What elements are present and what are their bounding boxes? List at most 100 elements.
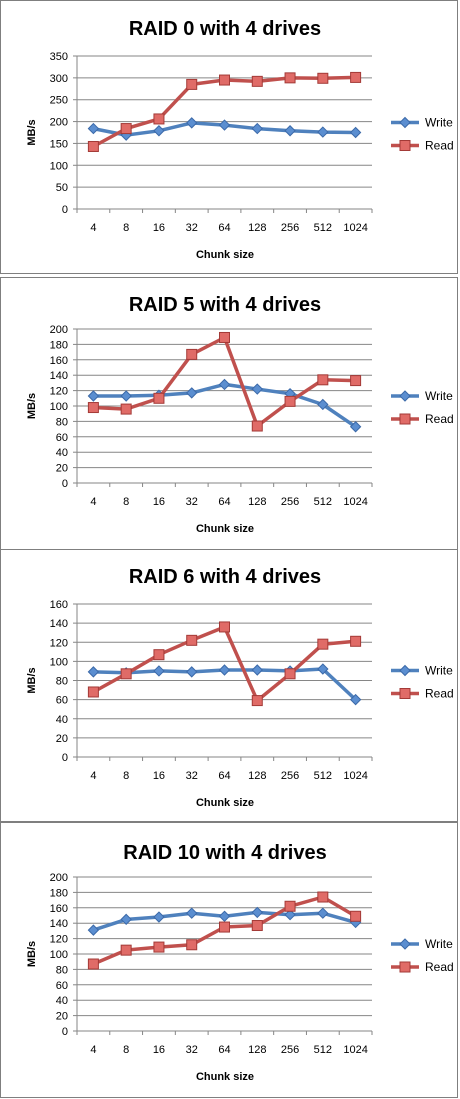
series-line-read	[91, 625, 358, 703]
data-point-read	[284, 900, 296, 912]
y-tick-label: 0	[62, 752, 68, 764]
x-tick-label: 4	[90, 1044, 96, 1056]
legend-marker-write	[399, 116, 411, 129]
data-point-read	[251, 75, 263, 87]
y-tick-label: 100	[50, 949, 68, 961]
x-tick-label: 4	[90, 496, 96, 508]
data-point-write	[218, 910, 231, 922]
data-point-read	[153, 941, 165, 953]
y-tick-label: 100	[50, 160, 68, 172]
x-tick-label: 128	[248, 222, 266, 234]
y-tick-label: 140	[50, 618, 68, 630]
data-point-read	[87, 402, 99, 414]
y-tick-label: 350	[50, 51, 68, 63]
x-tick-label: 4	[90, 222, 96, 234]
data-point-read	[350, 635, 362, 647]
data-point-write	[317, 126, 329, 138]
chart-title: RAID 6 with 4 drives	[129, 566, 321, 588]
x-tick-label: 512	[314, 496, 332, 508]
x-tick-label: 4	[90, 770, 96, 782]
data-point-write	[120, 390, 132, 402]
data-point-write	[87, 390, 100, 402]
data-point-read	[186, 939, 198, 951]
data-point-write	[317, 398, 329, 411]
data-point-read	[120, 123, 132, 135]
y-tick-label: 200	[50, 872, 68, 884]
x-tick-label: 32	[186, 1044, 198, 1056]
chart-raid0: RAID 0 with 4 drives 0 50 100 150 200 250 300 35…	[26, 18, 454, 261]
x-tick-label: 1024	[343, 496, 367, 508]
y-tick-label: 20	[56, 463, 68, 475]
x-tick-label: 128	[248, 770, 266, 782]
chart-panel-raid10: RAID 10 with 4 drives 0 20 40 60 80 100 120 140 1…	[0, 822, 458, 1098]
data-point-write	[186, 666, 198, 678]
legend-marker-read	[399, 688, 411, 699]
legend-marker-write	[399, 664, 411, 677]
chart-raid5: RAID 5 with 4 drives 0 20 40 60 80 100 120 140 16…	[26, 294, 454, 535]
y-tick-label: 0	[62, 478, 68, 490]
y-tick-label: 100	[50, 401, 68, 413]
y-tick-label: 80	[56, 416, 68, 428]
data-point-write	[120, 913, 132, 926]
legend-label-read: Read	[425, 960, 454, 974]
y-tick-label: 80	[56, 676, 68, 688]
data-point-read	[284, 395, 296, 407]
y-tick-label: 80	[56, 964, 68, 976]
legend-label-read: Read	[425, 412, 454, 426]
data-point-read	[251, 695, 263, 707]
x-tick-label: 1024	[343, 770, 367, 782]
data-point-write	[251, 906, 263, 919]
y-tick-label: 180	[50, 339, 68, 351]
legend-label-write: Write	[425, 937, 453, 951]
y-tick-label: 0	[62, 204, 68, 216]
y-tick-label: 140	[50, 370, 68, 382]
y-tick-label: 180	[50, 887, 68, 899]
data-point-read	[219, 621, 230, 633]
y-axis-label: MB/s	[26, 119, 38, 145]
data-point-write	[153, 665, 165, 677]
series-line-read	[91, 75, 358, 149]
data-point-write	[153, 911, 165, 923]
data-point-read	[153, 649, 165, 661]
y-tick-label: 150	[50, 138, 68, 150]
data-point-write	[218, 664, 231, 676]
data-point-read	[87, 140, 99, 152]
data-point-read	[284, 72, 296, 84]
y-tick-label: 200	[50, 117, 68, 129]
legend-marker-read	[399, 140, 411, 151]
x-axis-label: Chunk size	[196, 1071, 254, 1083]
x-tick-label: 128	[248, 1044, 266, 1056]
x-tick-label: 16	[153, 496, 165, 508]
data-point-write	[349, 693, 362, 706]
x-tick-label: 16	[153, 770, 165, 782]
x-tick-label: 8	[123, 222, 129, 234]
y-axis-label: MB/s	[26, 941, 38, 967]
legend-marker-read	[399, 413, 411, 425]
data-point-write	[284, 125, 296, 137]
y-tick-label: 160	[50, 355, 68, 367]
x-tick-label: 16	[153, 1044, 165, 1056]
data-point-read	[153, 113, 165, 125]
data-point-read	[120, 668, 132, 680]
y-tick-label: 20	[56, 1011, 68, 1023]
data-point-write	[218, 378, 231, 391]
data-point-write	[284, 909, 296, 921]
data-point-write	[317, 663, 329, 675]
data-point-read	[120, 944, 132, 956]
x-tick-label: 8	[123, 770, 129, 782]
data-point-read	[317, 374, 329, 386]
data-point-write	[349, 421, 362, 433]
chart-panel-raid5: RAID 5 with 4 drives 0 20 40 60 80 100 120 140 16…	[0, 277, 458, 550]
data-point-read	[87, 686, 99, 698]
legend-marker-read	[399, 961, 411, 973]
data-point-read	[153, 392, 165, 404]
data-point-write	[186, 907, 198, 919]
chart-panel-raid0: RAID 0 with 4 drives 0 50 100 150 200 250 300 35…	[0, 0, 458, 274]
data-point-read	[219, 331, 230, 343]
chart-title: RAID 5 with 4 drives	[129, 294, 321, 316]
data-point-read	[186, 78, 198, 90]
legend-marker-write	[399, 390, 411, 402]
legend-label-read: Read	[425, 139, 454, 153]
y-tick-label: 40	[56, 714, 68, 726]
x-tick-label: 32	[186, 222, 198, 234]
